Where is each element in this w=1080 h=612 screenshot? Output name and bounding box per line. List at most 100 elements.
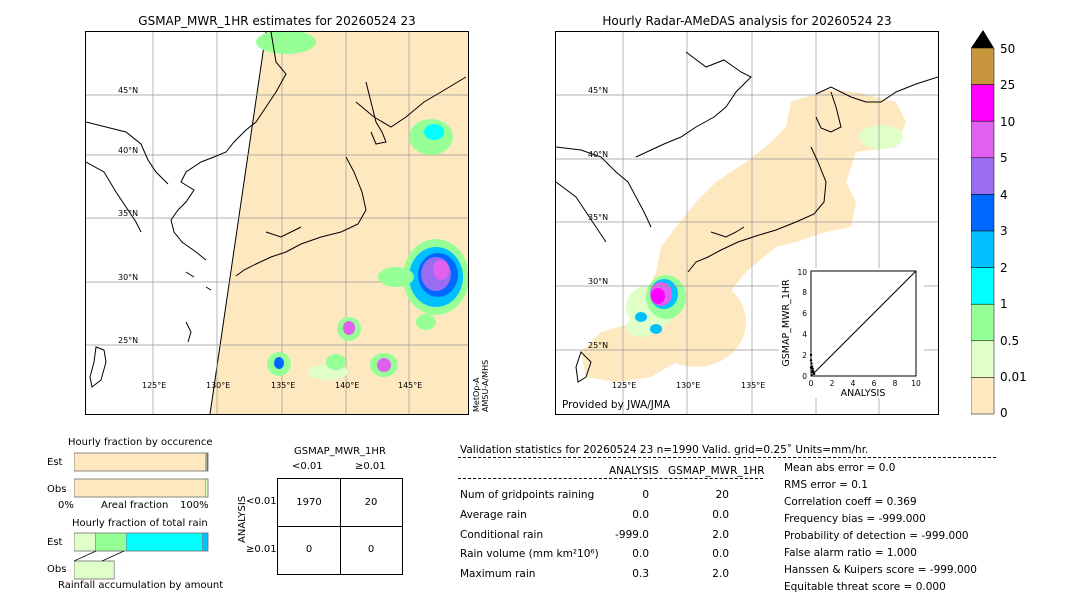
left-map-lon-labels: 125°E 130°E 135°E 140°E 145°E [142,381,422,390]
colorbar-segment [970,194,995,232]
scatter-point [809,353,813,357]
fraction-bar-outline [74,452,209,472]
colorbar-label-25: 25 [1000,78,1016,92]
right-map-title: Hourly Radar-AMeDAS analysis for 2026052… [602,14,892,28]
contingency-cell-1-1: 1970 [296,497,322,508]
stat-gsmap-average-rain: 0.0 [712,509,729,521]
stat-gsmap-rain-volume: 0.0 [712,548,729,560]
stat-label-maximum-rain: Maximum rain [460,568,536,580]
stat-gsmap-maximum-rain: 2.0 [712,568,729,580]
stat-analysis-average-rain: 0.0 [632,509,649,521]
colorbar-segment [970,377,995,415]
score-mean-abs-error: Mean abs error = 0.0 [784,462,896,474]
scatter-ylabel: GSMAP_MWR_1HR [781,279,792,367]
stat-label-rain-volume: Rain volume (mm km²10⁶) [460,548,599,560]
colorbar-segment [970,267,995,305]
fraction-segment [95,532,127,552]
colorbar-svg [970,30,995,415]
colorbar-segment [970,230,995,268]
colorbar-label-4: 4 [1000,188,1008,202]
colorbar-label-10: 10 [1000,115,1016,129]
colorbar [970,30,995,415]
occurrence-axis-left: 0% [58,500,74,511]
left-map: 45°N 40°N 35°N 30°N 25°N 125°E 130°E 135… [85,31,469,415]
scatter-point [809,359,813,362]
fraction-segment [74,560,115,580]
score-equitable-threat: Equitable threat score = 0.000 [784,581,946,593]
total-rain-bars [74,532,209,580]
svg-text:130°E: 130°E [676,381,700,390]
occurrence-title: Hourly fraction by occurence [68,437,213,448]
svg-text:35°N: 35°N [118,209,138,218]
svg-text:4: 4 [802,330,807,339]
contingency-cell-2-2: 0 [367,544,375,555]
colorbar-label-0: 0 [1000,406,1008,420]
colorbar-segment [970,157,995,195]
left-map-canvas: 45°N 40°N 35°N 30°N 25°N 125°E 130°E 135… [86,32,468,414]
right-map-lon-labels: 125°E 130°E 135°E [612,381,765,390]
colorbar-extend-arrow [971,30,994,48]
svg-text:0: 0 [802,372,807,381]
svg-text:10: 10 [797,268,807,277]
scatter-point [810,370,814,373]
svg-text:8: 8 [802,288,807,297]
colorbar-segment [970,303,995,342]
stat-gsmap-conditional-rain: 2.0 [712,529,729,541]
svg-text:140°E: 140°E [335,381,359,390]
validation-col-gsmap: GSMAP_MWR_1HR [668,465,765,477]
validation-col-analysis: ANALYSIS [609,465,659,477]
occurrence-est-label: Est [47,457,63,468]
colorbar-label-50: 50 [1000,42,1016,56]
satellite-swath [210,32,468,414]
occurrence-obs-bar [74,478,209,498]
occurrence-axis-right: 100% [180,500,209,511]
contingency-cell-1-2: 20 [364,497,378,508]
svg-text:2: 2 [830,379,835,388]
svg-text:40°N: 40°N [588,150,608,159]
svg-text:125°E: 125°E [612,381,636,390]
fraction-segment [126,532,203,552]
occurrence-bars [74,452,209,498]
scatter-plot: 0 2 4 6 8 10 0 2 4 6 8 10 ANALYSIS GSMAP… [781,268,921,399]
svg-text:40°N: 40°N [118,146,138,155]
contingency-row1: <0.01 [246,496,277,507]
total-rain-connector-2 [74,550,97,562]
scatter-diagonal [810,270,917,377]
svg-text:35°N: 35°N [588,213,608,222]
contingency-cell-2-1: 0 [305,544,313,555]
left-map-coastlines [86,32,467,388]
fraction-segment [205,478,209,498]
satellite-credit-1: MetOp-A [472,377,481,412]
colorbar-label-1: 1 [1000,297,1008,311]
svg-text:8: 8 [893,379,898,388]
svg-text:45°N: 45°N [118,86,138,95]
occurrence-est-bar [74,452,209,472]
fraction-segment [74,532,96,552]
svg-text:135°E: 135°E [271,381,295,390]
colorbar-segments [970,47,995,415]
fraction-segment [74,478,206,498]
colorbar-label-0.5: 0.5 [1000,334,1020,348]
contingency-title: GSMAP_MWR_1HR [294,446,386,457]
scatter-y-ticks: 0 2 4 6 8 10 [797,268,807,381]
right-map-canvas: 45°N 40°N 35°N 30°N 25°N 125°E 130°E 135… [556,32,938,414]
score-false-alarm-ratio: False alarm ratio = 1.000 [784,547,917,559]
stat-analysis-num-gridpoints: 0 [642,489,649,501]
satellite-credit-2: AMSU-A/MHS [481,359,490,412]
colorbar-label-3: 3 [1000,224,1008,238]
contingency-col2: ≥0.01 [355,461,386,472]
total-rain-footer: Rainfall accumulation by amount [58,580,224,591]
colorbar-segment [970,84,995,122]
validation-divider [458,457,996,458]
svg-text:30°N: 30°N [118,273,138,282]
svg-text:135°E: 135°E [741,381,765,390]
score-hanssen-kuipers: Hanssen & Kuipers score = -999.000 [784,564,977,576]
svg-text:10: 10 [911,379,921,388]
scatter-point [812,372,816,376]
fraction-bar-outline [74,532,209,552]
validation-header: Validation statistics for 20260524 23 n=… [460,444,869,456]
total-rain-obs-label: Obs [47,564,67,575]
svg-text:0: 0 [809,379,814,388]
score-correlation: Correlation coeff = 0.369 [784,496,917,508]
right-map-lat-labels: 45°N 40°N 35°N 30°N 25°N [588,86,608,350]
